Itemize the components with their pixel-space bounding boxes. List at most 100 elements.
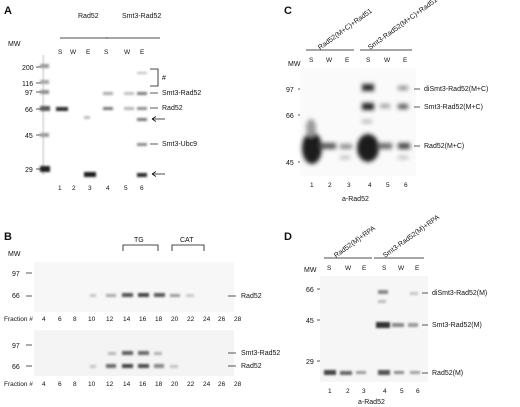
panel-d-marker-29: 29	[306, 359, 314, 366]
fraction-number: 10	[88, 381, 96, 388]
fraction-label: Fraction #	[4, 316, 33, 323]
panel-c-group-1: Rad52(M+C)+Rad51	[317, 8, 374, 52]
lane-letter: W	[124, 49, 131, 56]
lane-letter: E	[86, 49, 91, 56]
panel-a: A MW Rad52 Smt3-Rad52 200 116 97 66 45 2…	[4, 5, 201, 192]
lane-number: 1	[328, 388, 332, 395]
panel-d-lane-letters: S W E S W E	[327, 265, 420, 272]
lane-number: 2	[72, 185, 76, 192]
panel-d-group-1: Rad52(M)+RPA	[333, 225, 377, 260]
lane-letter: W	[326, 57, 333, 64]
panel-a-label-rad52: Rad52	[162, 105, 183, 112]
panel-a-marker-200: 200	[22, 65, 34, 72]
panel-d-marker-66: 66	[306, 287, 314, 294]
fraction-number: 12	[106, 316, 114, 323]
lane-number: 3	[362, 388, 366, 395]
panel-a-lane-numbers: 1 2 3 4 5 6	[58, 185, 144, 192]
lane-letter: S	[382, 265, 387, 272]
panel-b-bracket-cat: CAT	[180, 237, 194, 244]
panel-a-marker-45: 45	[25, 133, 33, 140]
panel-c-marker-66: 66	[286, 113, 294, 120]
lane-letter: S	[104, 49, 109, 56]
panel-d-letter: D	[284, 231, 292, 243]
panel-c-label-sumo: Smt3-Rad52(M+C)	[424, 104, 483, 111]
panel-b-bottom-marker-97: 97	[12, 343, 20, 350]
panel-c-lane-letters: S W E S W E	[309, 57, 408, 64]
fraction-label: Fraction #	[4, 381, 33, 388]
panel-c-lane-numbers: 1 2 3 4 5 6	[310, 182, 408, 189]
fraction-number: 12	[106, 381, 114, 388]
panel-a-lane-letters: S W E S W E	[58, 49, 145, 56]
fraction-number: 6	[58, 316, 62, 323]
panel-b-bottom-label-smt3-rad52: Smt3-Rad52	[241, 350, 280, 357]
lane-number: 5	[124, 185, 128, 192]
panel-d-label-disumo: diSmt3-Rad52(M)	[432, 290, 487, 297]
lane-letter: W	[70, 49, 77, 56]
panel-a-marker-66: 66	[25, 107, 33, 114]
panel-a-label-smt3-rad52: Smt3-Rad52	[162, 90, 201, 97]
lane-letter: W	[384, 57, 391, 64]
lane-number: 1	[58, 185, 62, 192]
lane-letter: E	[403, 57, 408, 64]
lane-number: 5	[386, 182, 390, 189]
lane-number: 4	[368, 182, 372, 189]
panel-d: D MW Rad52(M)+RPA Smt3-Rad52(M)+RPA S W …	[284, 214, 487, 406]
lane-number: 6	[416, 388, 420, 395]
panel-b-bottom-marker-66: 66	[12, 364, 20, 371]
panel-a-label-smt3-ubc9: Smt3-Ubc9	[162, 141, 197, 148]
lane-letter: E	[140, 49, 145, 56]
fraction-number: 24	[203, 316, 211, 323]
panel-b-top-label: Rad52	[241, 293, 262, 300]
panel-a-arrow-2	[151, 171, 165, 177]
panel-b-mw-title: MW	[8, 251, 21, 258]
fraction-number: 14	[123, 316, 131, 323]
panel-c-marker-45: 45	[286, 160, 294, 167]
panel-b-letter: B	[4, 231, 12, 243]
lane-letter: W	[345, 265, 352, 272]
panel-d-label-rad52: Rad52(M)	[432, 370, 463, 377]
panel-d-group-2: Smt3-Rad52(M)+RPA	[382, 214, 441, 260]
panel-c-label-disumo: diSmt3-Rad52(M+C)	[424, 86, 488, 93]
panel-c-mw-title: MW	[288, 61, 301, 68]
lane-number: 3	[88, 185, 92, 192]
panel-d-lane-numbers: 1 2 3 4 5 6	[328, 388, 420, 395]
fraction-number: 8	[73, 381, 77, 388]
lane-number: 2	[346, 388, 350, 395]
lane-number: 6	[140, 185, 144, 192]
fraction-number: 8	[73, 316, 77, 323]
fraction-number: 20	[171, 316, 179, 323]
lane-letter: E	[415, 265, 420, 272]
lane-number: 6	[404, 182, 408, 189]
panel-a-marker-116: 116	[22, 81, 33, 88]
fraction-number: 26	[218, 316, 226, 323]
fraction-number: 24	[203, 381, 211, 388]
lane-letter: S	[58, 49, 63, 56]
lane-number: 4	[383, 388, 387, 395]
fraction-number: 14	[123, 381, 131, 388]
lane-number: 1	[310, 182, 314, 189]
fraction-number: 16	[139, 381, 147, 388]
fraction-number: 26	[218, 381, 226, 388]
panel-b: B MW TG CAT 97 66 Rad52 Fraction # 4 6 8…	[4, 231, 280, 388]
lane-number: 3	[347, 182, 351, 189]
panel-a-marker-29: 29	[25, 167, 33, 174]
panel-c-caption: a-Rad52	[342, 196, 369, 203]
lane-letter: W	[398, 265, 405, 272]
lane-letter: S	[366, 57, 371, 64]
panel-d-label-sumo: Smt3-Rad52(M)	[432, 322, 482, 329]
panel-b-bracket-tg: TG	[134, 237, 144, 244]
panel-d-marker-45: 45	[306, 318, 314, 325]
fraction-number: 18	[155, 381, 163, 388]
panel-a-group-smt3-rad52: Smt3-Rad52	[122, 13, 161, 20]
panel-c: C MW Rad52(M+C)+Rad51 Smt3-Rad52(M+C)+Ra…	[284, 0, 488, 203]
lane-number: 2	[328, 182, 332, 189]
panel-b-top-marker-66: 66	[12, 293, 20, 300]
lane-letter: S	[309, 57, 314, 64]
panel-c-label-rad52: Rad52(M+C)	[424, 143, 464, 150]
lane-number: 4	[106, 185, 110, 192]
panel-a-hash: #	[162, 75, 166, 82]
panel-b-bottom-label-rad52: Rad52	[241, 363, 262, 370]
panel-d-caption: a-Rad52	[358, 399, 385, 406]
lane-letter: E	[362, 265, 367, 272]
